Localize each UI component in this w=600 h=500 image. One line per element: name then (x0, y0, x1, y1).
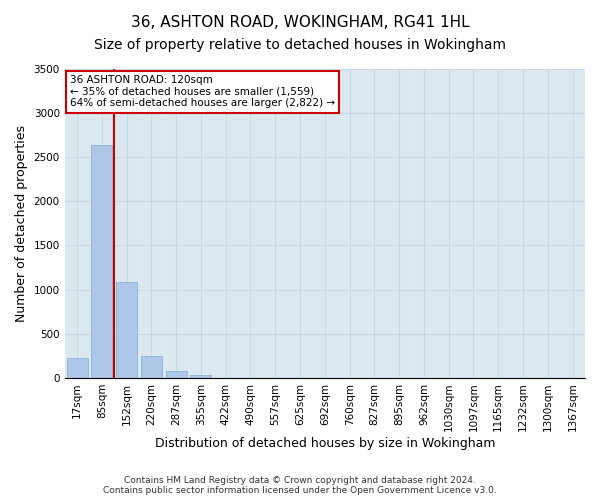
Text: Contains HM Land Registry data © Crown copyright and database right 2024.
Contai: Contains HM Land Registry data © Crown c… (103, 476, 497, 495)
Bar (166, 371, 187, 378)
Bar (116, 282, 137, 378)
Bar (141, 356, 162, 378)
Bar (190, 375, 211, 378)
Text: Size of property relative to detached houses in Wokingham: Size of property relative to detached ho… (94, 38, 506, 52)
Text: 36, ASHTON ROAD, WOKINGHAM, RG41 1HL: 36, ASHTON ROAD, WOKINGHAM, RG41 1HL (131, 15, 469, 30)
Bar (91, 145, 112, 378)
X-axis label: Distribution of detached houses by size in Wokingham: Distribution of detached houses by size … (155, 437, 495, 450)
Bar (67, 358, 88, 378)
Y-axis label: Number of detached properties: Number of detached properties (15, 125, 28, 322)
Text: 36 ASHTON ROAD: 120sqm
← 35% of detached houses are smaller (1,559)
64% of semi-: 36 ASHTON ROAD: 120sqm ← 35% of detached… (70, 75, 335, 108)
